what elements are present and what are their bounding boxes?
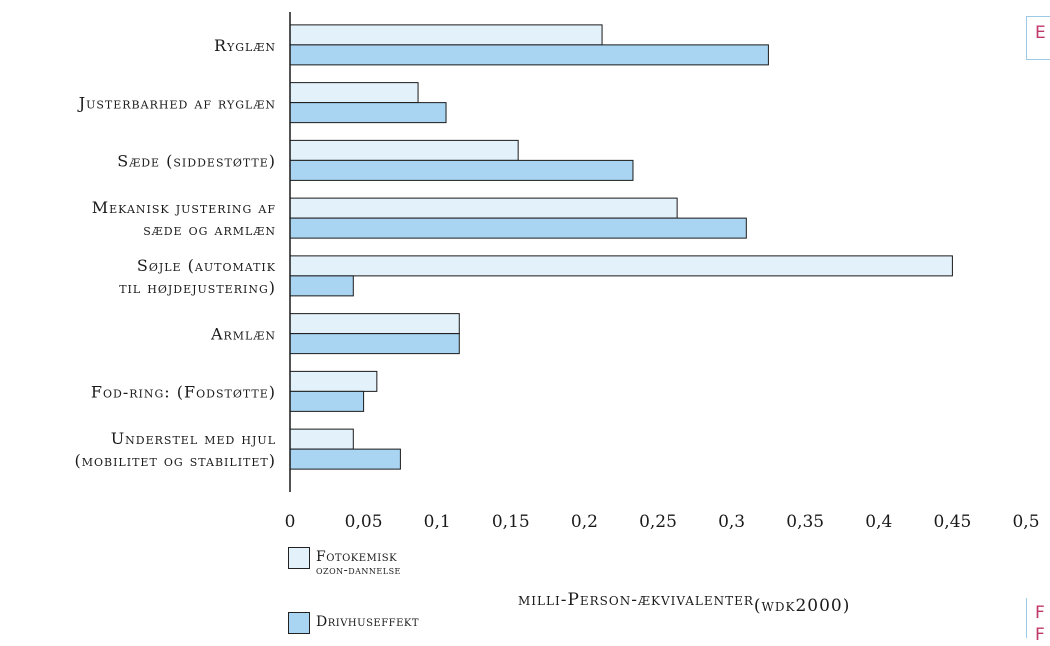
bar-chart: 0 0,05 0,1 0,15 0,2 0,25 0,3 0,35 0,4 0,45 0,5 Ryg… [74,12,1040,532]
bar-greenhouse-5 [289,333,460,355]
category-label-1: Justerbarhed af ryglæn [77,94,276,113]
legend-swatch-ozone [288,547,310,569]
bars-group [289,24,953,470]
bar-ozone-6 [289,370,378,392]
legend-label-ozone: Fotokemisk ozon-dannelse [316,549,401,577]
bar-ozone-5 [289,313,460,335]
bar-greenhouse-3 [289,217,747,239]
bar-greenhouse-1 [289,102,447,124]
category-label-3-line-0: Mekanisk justering af [92,198,276,217]
category-labels-group: Ryglæn Justerbarhed af ryglæn Sæde (siddes… [74,36,276,470]
category-label-5: Armlæn [210,325,276,344]
bar-greenhouse-0 [289,44,769,66]
category-label-5-line-0: Armlæn [210,325,276,344]
x-tick-label-0: 0 [285,512,296,532]
category-label-6: Fod-ring: (Fodstøtte) [91,382,276,401]
side-fragment-top-text: E [1035,23,1046,43]
side-fragment-bottom-2: F [1035,625,1045,645]
legend-item-greenhouse: Drivhuseffekt [288,612,419,634]
x-tick-label-9: 0,45 [933,512,971,532]
category-label-3: Mekanisk justering af sæde og armlæn [92,198,276,239]
x-tick-label-2: 0,1 [424,512,451,532]
category-label-4-line-1: til højdejustering) [119,278,276,297]
x-axis-title: milli-Person-ækvivalenter(wdk2000) [518,590,850,616]
category-label-7-line-1: (mobilitet og stabilitet) [74,451,276,470]
bar-ozone-0 [289,24,603,46]
bar-ozone-7 [289,428,354,450]
x-tick-label-5: 0,25 [639,512,677,532]
category-label-3-line-1: sæde og armlæn [143,220,276,239]
category-label-7: Understel med hjul (mobilitet og stabilit… [74,429,276,470]
x-axis-title-main: milli-Person-ækvivalenter [518,590,754,610]
x-tick-label-3: 0,15 [492,512,530,532]
side-fragment-top: E [1026,16,1050,60]
bar-greenhouse-6 [289,390,365,412]
x-tick-label-4: 0,2 [571,512,598,532]
legend-label-greenhouse: Drivhuseffekt [316,614,420,630]
bar-ozone-3 [289,197,678,219]
legend-item-ozone: Fotokemisk ozon-dannelse [288,547,401,577]
x-tick-label-10: 0,5 [1012,512,1039,532]
bar-ozone-2 [289,139,519,161]
category-label-7-line-0: Understel med hjul [111,429,276,448]
category-label-4-line-0: Søjle (automatik [137,256,276,275]
bar-greenhouse-2 [289,159,634,181]
category-label-0: Ryglæn [214,36,276,55]
category-label-6-line-0: Fod-ring: (Fodstøtte) [91,382,276,401]
bar-ozone-4 [289,255,953,277]
legend-label-ozone-line2: ozon-dannelse [316,563,401,577]
side-fragment-bottom-1: F [1035,603,1045,623]
x-tick-label-7: 0,35 [786,512,824,532]
x-axis-title-suffix: (wdk2000) [753,596,851,616]
x-tick-label-8: 0,4 [865,512,892,532]
category-label-4: Søjle (automatik til højdejustering) [119,256,276,297]
x-ticks-group: 0 0,05 0,1 0,15 0,2 0,25 0,3 0,35 0,4 0,45 0,5 [285,512,1040,532]
legend-label-ozone-line1: Fotokemisk [316,549,398,565]
legend-swatch-greenhouse [288,612,310,634]
category-label-1-line-0: Justerbarhed af ryglæn [77,94,276,113]
category-label-0-line-0: Ryglæn [214,36,276,55]
category-label-2: Sæde (siddestøtte) [117,151,276,170]
bar-greenhouse-4 [289,275,354,297]
category-label-2-line-0: Sæde (siddestøtte) [117,151,276,170]
x-tick-label-6: 0,3 [718,512,745,532]
bar-greenhouse-7 [289,448,401,470]
side-fragment-bottom: F F [1026,598,1050,645]
bar-ozone-1 [289,82,419,104]
x-tick-label-1: 0,05 [345,512,383,532]
